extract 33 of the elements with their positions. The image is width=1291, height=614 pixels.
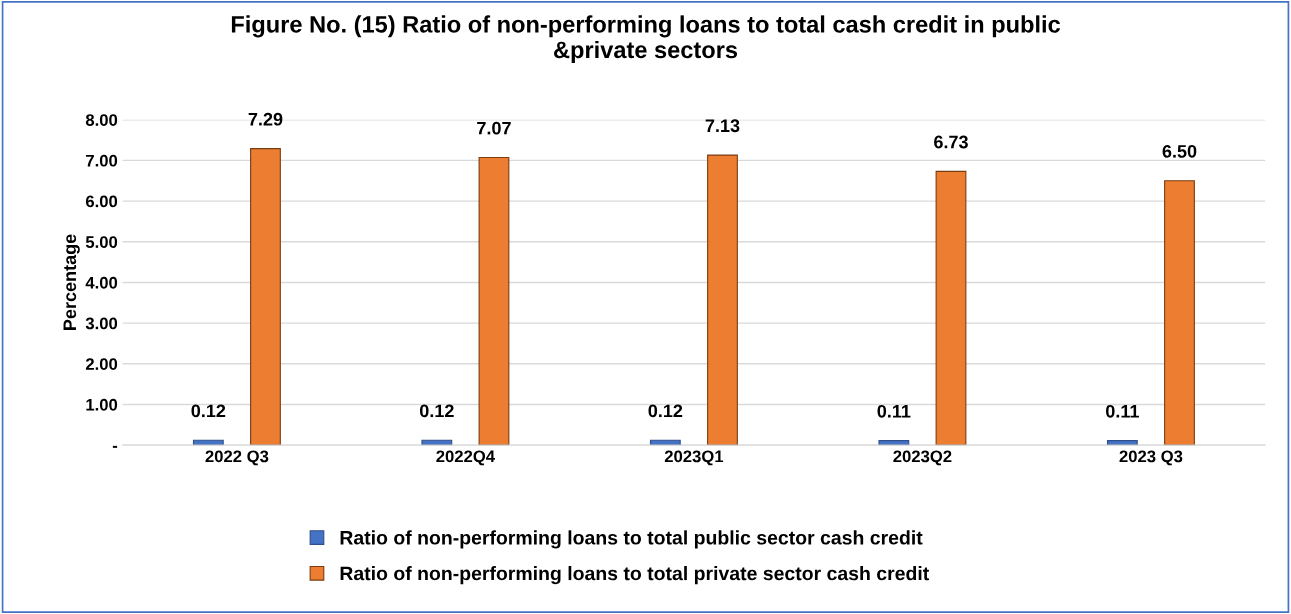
x-tick-label: 2022Q4 <box>436 450 495 466</box>
y-tick-label: 3.00 <box>85 317 118 330</box>
bar <box>478 157 510 446</box>
y-tick-label: 2.00 <box>85 358 118 370</box>
y-tick-label: 8.00 <box>85 114 118 126</box>
bar <box>250 148 281 446</box>
data-label: 0.11 <box>877 404 911 418</box>
data-label: 7.29 <box>248 112 283 126</box>
data-label: 0.12 <box>191 404 226 418</box>
data-label: 0.12 <box>648 404 683 418</box>
y-tick-label: - <box>112 445 118 448</box>
bar <box>935 170 967 446</box>
y-tick-label: 6.00 <box>85 195 118 208</box>
y-axis-title: Percentage <box>63 234 80 330</box>
x-tick-label: 2023Q1 <box>664 450 724 466</box>
bar <box>1164 180 1195 446</box>
data-label: 0.11 <box>1106 404 1139 418</box>
y-tick-label: 5.00 <box>85 236 118 248</box>
y-tick-label: 1.00 <box>86 398 118 411</box>
data-label: 6.50 <box>1162 144 1197 158</box>
x-tick-label: 2023Q2 <box>893 450 952 466</box>
bar <box>707 154 738 446</box>
y-tick-label: 4.00 <box>85 276 118 289</box>
chart-title: Figure No. (15) Ratio of non-performing loans to total cash credit in public &private sectors <box>231 15 1061 63</box>
data-label: 7.07 <box>477 121 511 135</box>
data-label: 6.73 <box>934 135 968 149</box>
y-tick-label: 7.00 <box>86 154 118 167</box>
x-tick-label: 2023 Q3 <box>1119 450 1183 466</box>
x-tick-label: 2022 Q3 <box>205 450 269 466</box>
data-label: 7.13 <box>705 119 740 133</box>
legend-label: Ratio of non-performing loans to total private sector cash credit <box>340 566 929 585</box>
data-label: 0.12 <box>419 404 454 418</box>
legend-label: Ratio of non-performing loans to total public sector cash credit <box>340 530 923 549</box>
